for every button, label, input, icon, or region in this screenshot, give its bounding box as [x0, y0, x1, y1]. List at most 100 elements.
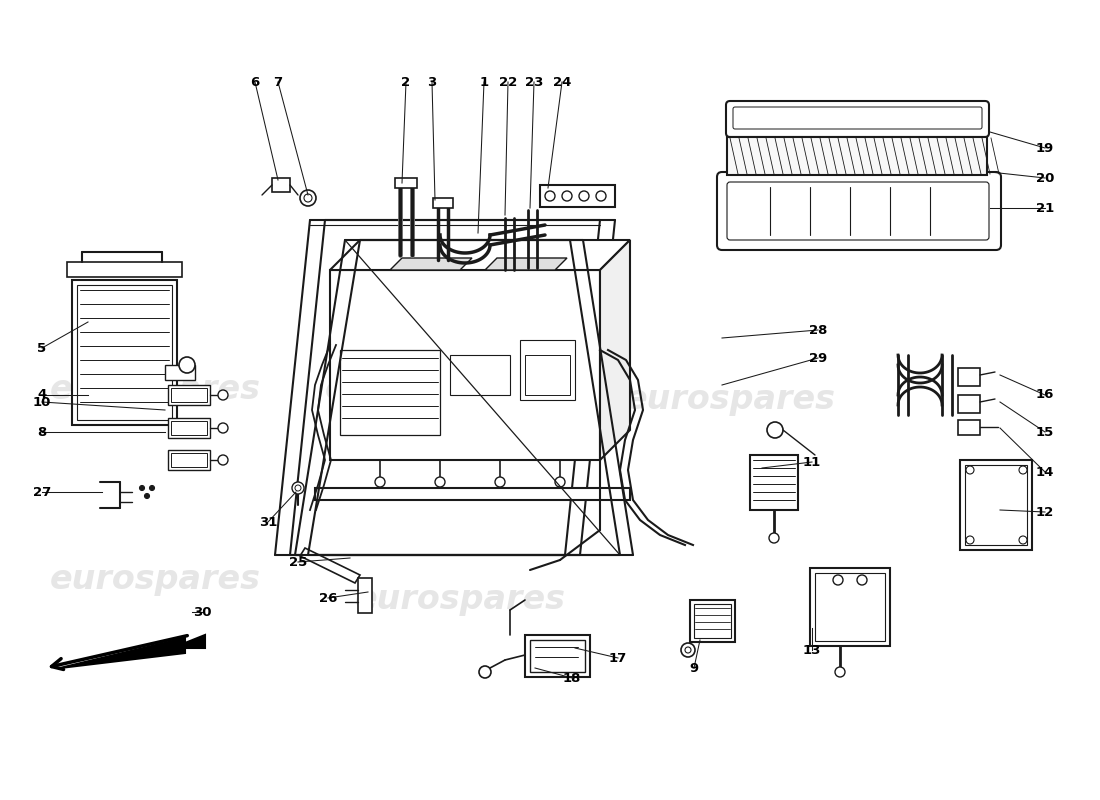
Bar: [958, 420, 980, 435]
Bar: [170, 421, 207, 435]
Circle shape: [140, 486, 144, 490]
Text: 6: 6: [251, 75, 260, 89]
Text: 19: 19: [1036, 142, 1054, 154]
Text: 1: 1: [480, 75, 488, 89]
Text: 21: 21: [1036, 202, 1054, 214]
Polygon shape: [600, 240, 630, 460]
Circle shape: [767, 422, 783, 438]
Bar: [340, 350, 440, 435]
Bar: [958, 368, 980, 386]
Circle shape: [434, 477, 446, 487]
Circle shape: [681, 643, 695, 657]
Bar: [315, 488, 630, 500]
Circle shape: [544, 191, 556, 201]
Text: eurospares: eurospares: [50, 374, 261, 406]
Bar: [168, 385, 210, 405]
Bar: [272, 178, 290, 192]
Polygon shape: [485, 258, 566, 270]
Polygon shape: [300, 548, 360, 583]
Circle shape: [835, 667, 845, 677]
Text: 9: 9: [690, 662, 698, 674]
Circle shape: [218, 423, 228, 433]
Text: 14: 14: [1036, 466, 1054, 478]
Polygon shape: [390, 258, 472, 270]
Text: 18: 18: [563, 671, 581, 685]
Text: 25: 25: [289, 555, 307, 569]
Circle shape: [857, 575, 867, 585]
Bar: [395, 178, 417, 188]
Bar: [168, 418, 210, 438]
Circle shape: [478, 666, 491, 678]
FancyBboxPatch shape: [717, 172, 1001, 250]
Text: 3: 3: [428, 75, 437, 89]
Text: 12: 12: [1036, 506, 1054, 518]
Text: eurospares: eurospares: [625, 383, 836, 417]
Circle shape: [556, 477, 565, 487]
Bar: [450, 355, 510, 395]
Text: 31: 31: [258, 515, 277, 529]
Bar: [168, 450, 210, 470]
Text: 24: 24: [553, 75, 571, 89]
Bar: [690, 600, 735, 642]
Bar: [72, 280, 177, 425]
Text: 30: 30: [192, 606, 211, 618]
Text: 27: 27: [33, 486, 51, 498]
Bar: [77, 285, 172, 420]
Bar: [727, 137, 987, 175]
Text: 15: 15: [1036, 426, 1054, 438]
Bar: [358, 578, 372, 613]
Bar: [958, 395, 980, 413]
Text: 20: 20: [1036, 171, 1054, 185]
Bar: [165, 365, 195, 380]
Text: 13: 13: [803, 643, 822, 657]
Text: 8: 8: [37, 426, 46, 438]
Circle shape: [300, 190, 316, 206]
Circle shape: [218, 390, 228, 400]
Text: 16: 16: [1036, 389, 1054, 402]
Circle shape: [596, 191, 606, 201]
Bar: [330, 270, 600, 460]
Text: 2: 2: [402, 75, 410, 89]
Text: 23: 23: [525, 75, 543, 89]
Text: 17: 17: [609, 651, 627, 665]
Bar: [960, 460, 1032, 550]
Bar: [530, 640, 585, 672]
Bar: [750, 455, 798, 510]
Bar: [170, 453, 207, 467]
Bar: [433, 198, 453, 208]
Circle shape: [144, 494, 150, 498]
Text: eurospares: eurospares: [354, 583, 565, 617]
Bar: [815, 573, 886, 641]
Text: 11: 11: [803, 455, 821, 469]
Bar: [810, 568, 890, 646]
Text: 5: 5: [37, 342, 46, 354]
FancyBboxPatch shape: [726, 101, 989, 137]
Text: 22: 22: [499, 75, 517, 89]
Circle shape: [218, 455, 228, 465]
Text: 26: 26: [319, 591, 338, 605]
Text: 7: 7: [274, 75, 283, 89]
Bar: [694, 604, 732, 638]
Circle shape: [579, 191, 588, 201]
Text: 4: 4: [37, 389, 46, 402]
Text: eurospares: eurospares: [50, 563, 261, 597]
Bar: [170, 388, 207, 402]
Bar: [520, 340, 575, 400]
Text: 10: 10: [33, 395, 52, 409]
Bar: [965, 465, 1027, 545]
Text: 29: 29: [808, 351, 827, 365]
Circle shape: [495, 477, 505, 487]
Bar: [540, 185, 615, 207]
Polygon shape: [330, 240, 630, 270]
Text: eurospares: eurospares: [324, 374, 536, 406]
Circle shape: [150, 486, 154, 490]
Bar: [525, 355, 570, 395]
Circle shape: [292, 482, 304, 494]
Text: 28: 28: [808, 323, 827, 337]
Circle shape: [375, 477, 385, 487]
Circle shape: [179, 357, 195, 373]
Bar: [525, 635, 590, 677]
Circle shape: [562, 191, 572, 201]
Bar: [67, 262, 182, 277]
Circle shape: [833, 575, 843, 585]
